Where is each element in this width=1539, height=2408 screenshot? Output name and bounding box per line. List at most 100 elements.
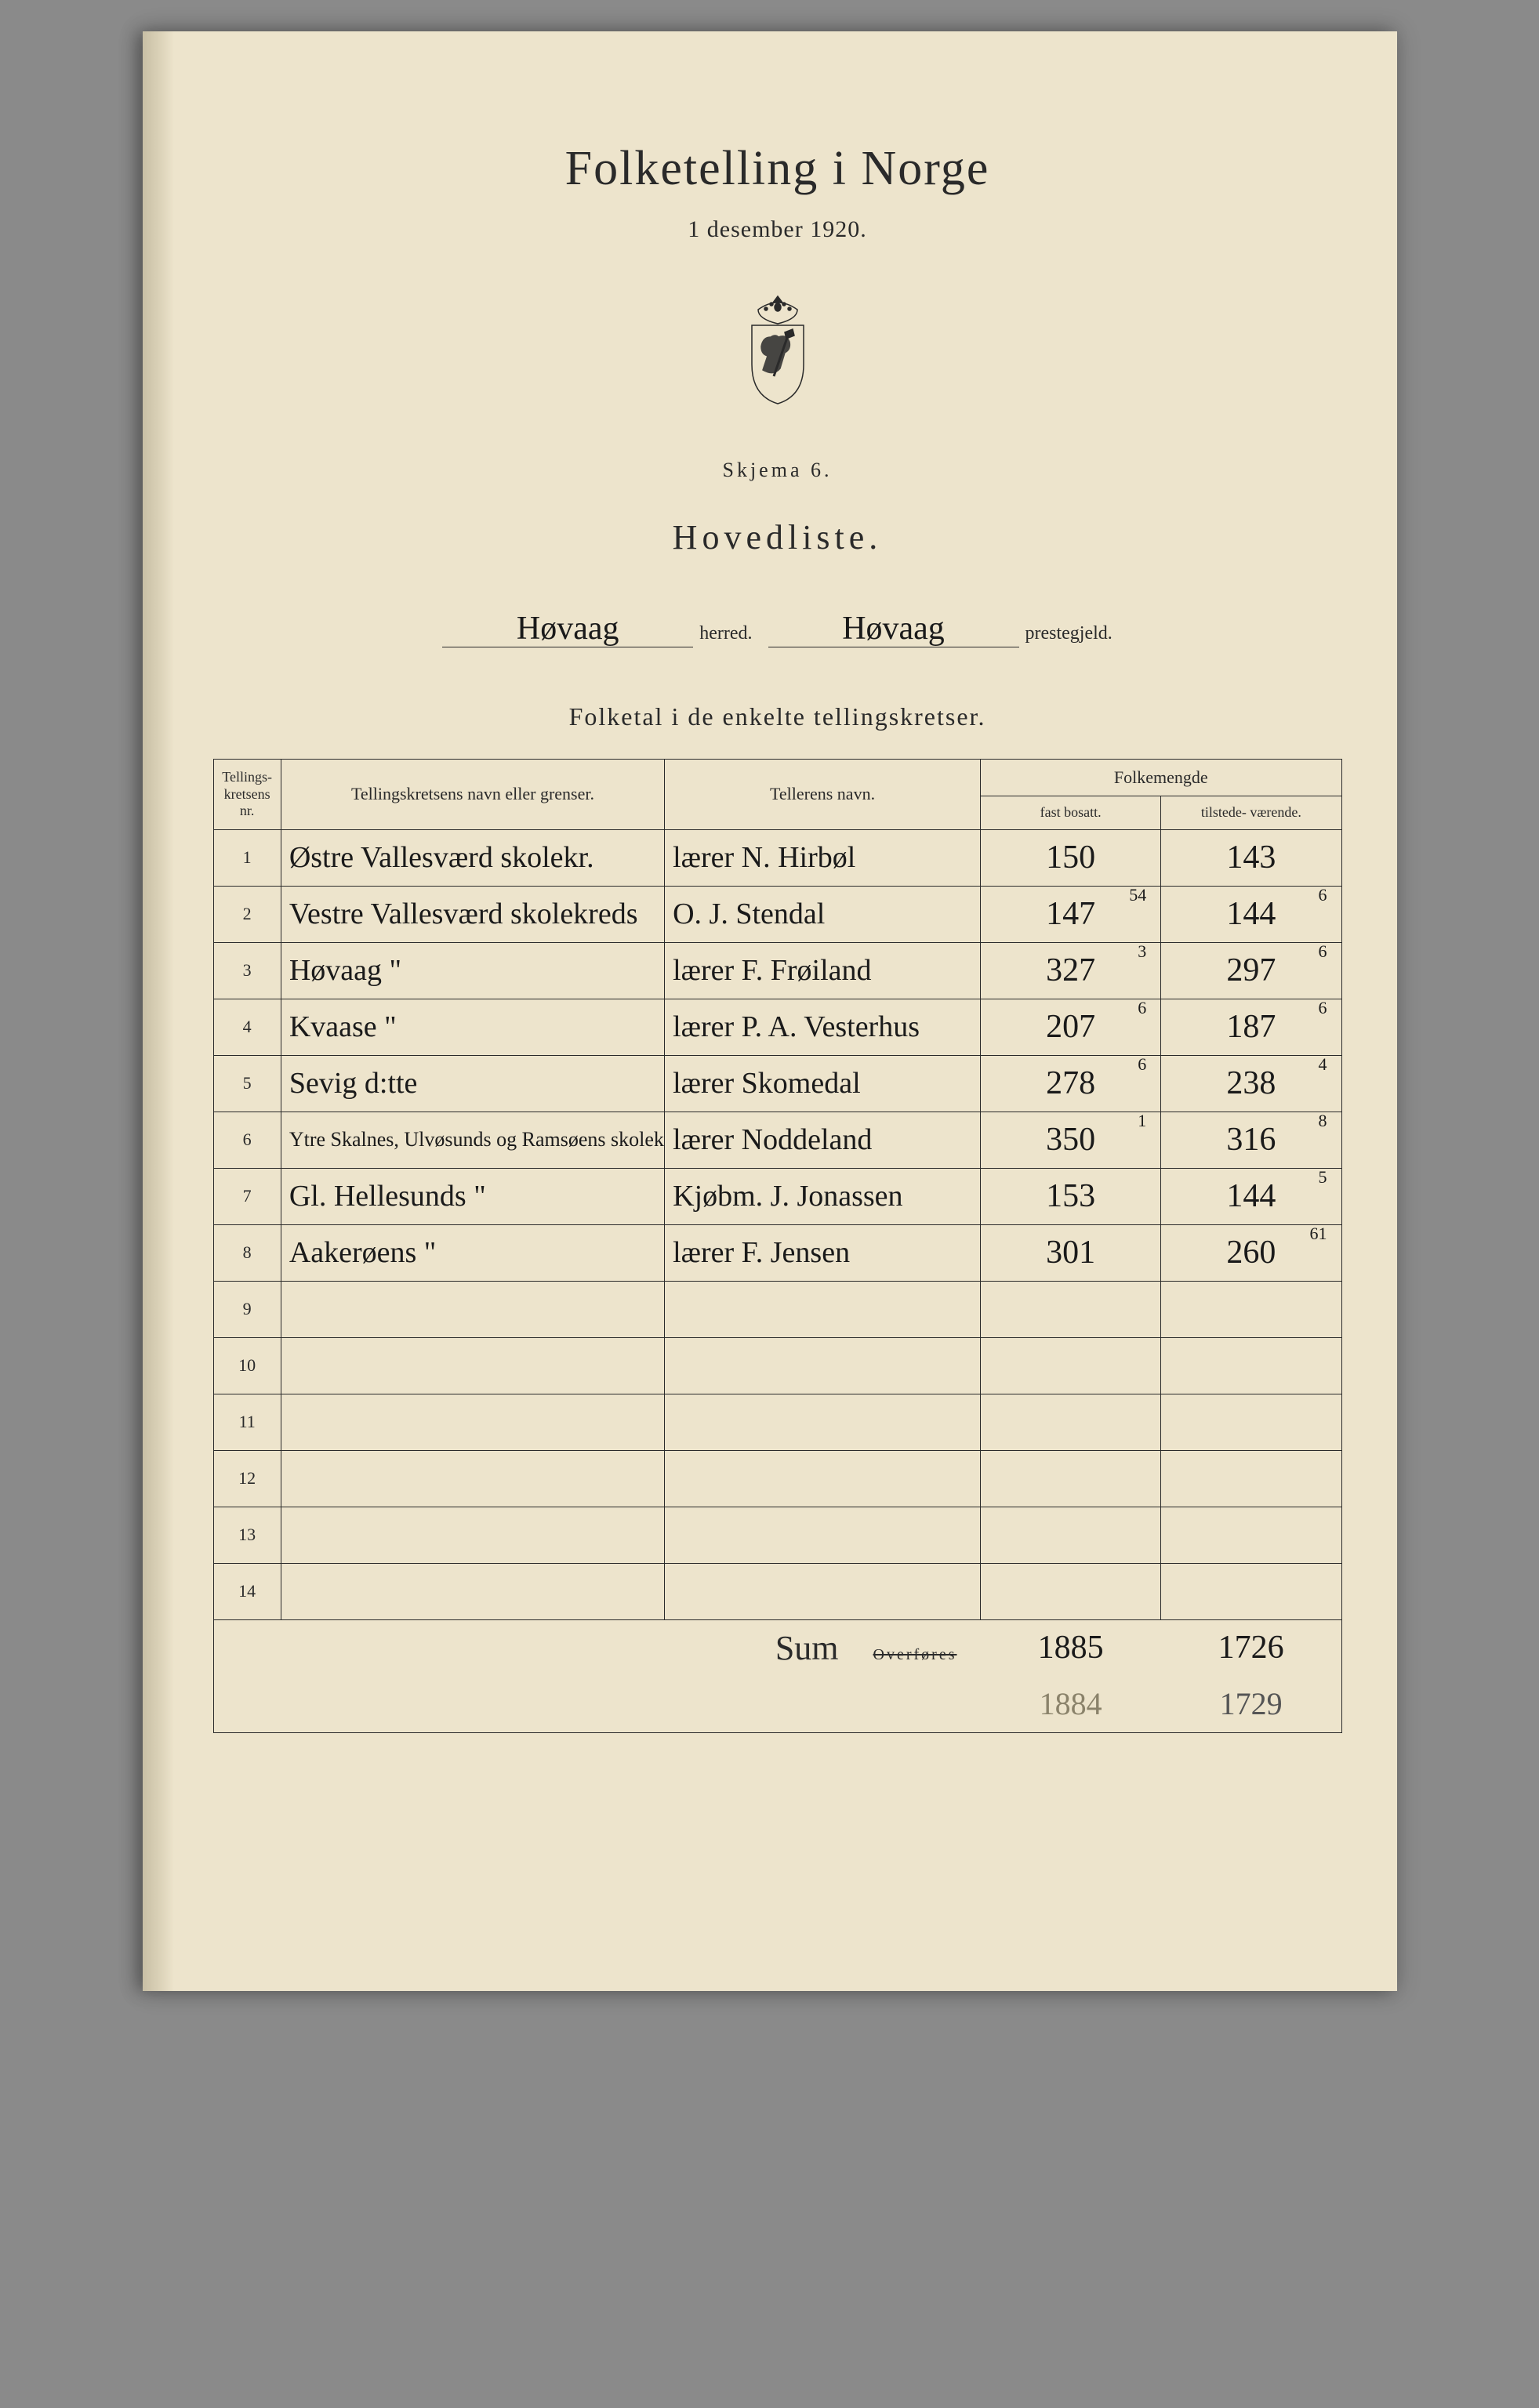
- sum-label: Sum: [775, 1629, 839, 1667]
- prestegjeld-slot: Høvaag prestegjeld.: [768, 608, 1113, 647]
- teller-name: [665, 1563, 981, 1619]
- col-fast-header: fast bosatt.: [981, 796, 1161, 830]
- fast-bosatt: 150: [981, 829, 1161, 886]
- krets-name: [281, 1281, 664, 1337]
- tilstede-vaerende: [1161, 1450, 1341, 1507]
- row-number: 13: [213, 1507, 281, 1563]
- table-row: 3Høvaag "lærer F. Frøiland32732976: [213, 942, 1341, 999]
- teller-name: lærer F. Frøiland: [665, 942, 981, 999]
- table-row: 11: [213, 1394, 1341, 1450]
- fast-bosatt: 2786: [981, 1055, 1161, 1112]
- correction-mark: 6: [1319, 998, 1327, 1018]
- tilstede-vaerende: 3168: [1161, 1112, 1341, 1168]
- table-row: 1Østre Vallesværd skolekr.lærer N. Hirbø…: [213, 829, 1341, 886]
- krets-name: [281, 1450, 664, 1507]
- teller-name: lærer Noddeland: [665, 1112, 981, 1168]
- col-folkemengde-header: Folkemengde: [981, 760, 1342, 796]
- fast-bosatt: 3273: [981, 942, 1161, 999]
- census-table: Tellings- kretsens nr. Tellingskretsens …: [213, 759, 1342, 1733]
- prestegjeld-value: Høvaag: [768, 608, 1019, 647]
- table-title: Folketal i de enkelte tellingskretser.: [213, 702, 1342, 731]
- table-row: 10: [213, 1337, 1341, 1394]
- krets-name: Aakerøens ": [281, 1224, 664, 1281]
- fast-bosatt: [981, 1563, 1161, 1619]
- krets-name: Sevig d:tte: [281, 1055, 664, 1112]
- teller-name: [665, 1281, 981, 1337]
- sum-tilstede: 1726: [1161, 1619, 1341, 1676]
- row-number: 2: [213, 886, 281, 942]
- tilstede-vaerende: [1161, 1507, 1341, 1563]
- fast-bosatt: 14754: [981, 886, 1161, 942]
- sum-fast-2: 1884: [981, 1676, 1161, 1732]
- row-number: 9: [213, 1281, 281, 1337]
- fast-bosatt: 153: [981, 1168, 1161, 1224]
- teller-name: lærer Skomedal: [665, 1055, 981, 1112]
- row-number: 11: [213, 1394, 281, 1450]
- tilstede-vaerende: 143: [1161, 829, 1341, 886]
- row-number: 12: [213, 1450, 281, 1507]
- table-row: 7Gl. Hellesunds "Kjøbm. J. Jonassen15314…: [213, 1168, 1341, 1224]
- tilstede-vaerende: [1161, 1337, 1341, 1394]
- fast-bosatt: [981, 1394, 1161, 1450]
- table-row: 13: [213, 1507, 1341, 1563]
- col-tilstede-header: tilstede- værende.: [1161, 796, 1341, 830]
- sum-tilstede-2: 1729: [1161, 1676, 1341, 1732]
- jurisdiction-line: Høvaag herred. Høvaag prestegjeld.: [213, 608, 1342, 647]
- correction-mark: 6: [1319, 941, 1327, 962]
- tilstede-vaerende: 1876: [1161, 999, 1341, 1055]
- col-teller-header: Tellerens navn.: [665, 760, 981, 830]
- skjema-label: Skjema 6.: [213, 459, 1342, 482]
- tilstede-vaerende: [1161, 1394, 1341, 1450]
- krets-name: Østre Vallesværd skolekr.: [281, 829, 664, 886]
- correction-mark: 1: [1138, 1111, 1146, 1131]
- teller-name: lærer F. Jensen: [665, 1224, 981, 1281]
- correction-mark: 5: [1319, 1167, 1327, 1188]
- table-header: Tellings- kretsens nr. Tellingskretsens …: [213, 760, 1341, 830]
- teller-name: [665, 1450, 981, 1507]
- table-footer: Sum Overføres 1885 1726 1884 1729: [213, 1619, 1341, 1732]
- teller-name: [665, 1507, 981, 1563]
- tilstede-vaerende: 2384: [1161, 1055, 1341, 1112]
- col-nr-header: Tellings- kretsens nr.: [213, 760, 281, 830]
- herred-value: Høvaag: [442, 608, 693, 647]
- fast-bosatt: [981, 1507, 1161, 1563]
- table-row: 4Kvaase "lærer P. A. Vesterhus20761876: [213, 999, 1341, 1055]
- krets-name: [281, 1337, 664, 1394]
- tilstede-vaerende: [1161, 1563, 1341, 1619]
- tilstede-vaerende: 1446: [1161, 886, 1341, 942]
- tilstede-vaerende: 1445: [1161, 1168, 1341, 1224]
- table-row: 12: [213, 1450, 1341, 1507]
- correction-mark: 61: [1310, 1224, 1327, 1244]
- fast-bosatt: 301: [981, 1224, 1161, 1281]
- krets-name: Vestre Vallesværd skolekreds: [281, 886, 664, 942]
- krets-name: [281, 1394, 664, 1450]
- col-name-header: Tellingskretsens navn eller grenser.: [281, 760, 664, 830]
- row-number: 14: [213, 1563, 281, 1619]
- row-number: 1: [213, 829, 281, 886]
- tilstede-vaerende: 26061: [1161, 1224, 1341, 1281]
- fast-bosatt: 2076: [981, 999, 1161, 1055]
- correction-mark: 6: [1319, 885, 1327, 905]
- correction-mark: 6: [1138, 998, 1146, 1018]
- sum-fast: 1885: [981, 1619, 1161, 1676]
- census-form-page: Folketelling i Norge 1 desember 1920.: [143, 31, 1397, 1991]
- fast-bosatt: 3501: [981, 1112, 1161, 1168]
- table-row: 6Ytre Skalnes, Ulvøsunds og Ramsøens sko…: [213, 1112, 1341, 1168]
- overfores-label: Overføres: [873, 1646, 957, 1663]
- herred-slot: Høvaag herred.: [442, 608, 752, 647]
- row-number: 8: [213, 1224, 281, 1281]
- teller-name: O. J. Stendal: [665, 886, 981, 942]
- krets-name: [281, 1507, 664, 1563]
- fast-bosatt: [981, 1337, 1161, 1394]
- herred-label: herred.: [699, 623, 752, 647]
- row-number: 10: [213, 1337, 281, 1394]
- row-number: 4: [213, 999, 281, 1055]
- teller-name: [665, 1394, 981, 1450]
- row-number: 7: [213, 1168, 281, 1224]
- krets-name: Gl. Hellesunds ": [281, 1168, 664, 1224]
- correction-mark: 54: [1129, 885, 1146, 905]
- teller-name: lærer N. Hirbøl: [665, 829, 981, 886]
- table-row: 8Aakerøens "lærer F. Jensen30126061: [213, 1224, 1341, 1281]
- prestegjeld-label: prestegjeld.: [1025, 623, 1113, 647]
- fast-bosatt: [981, 1281, 1161, 1337]
